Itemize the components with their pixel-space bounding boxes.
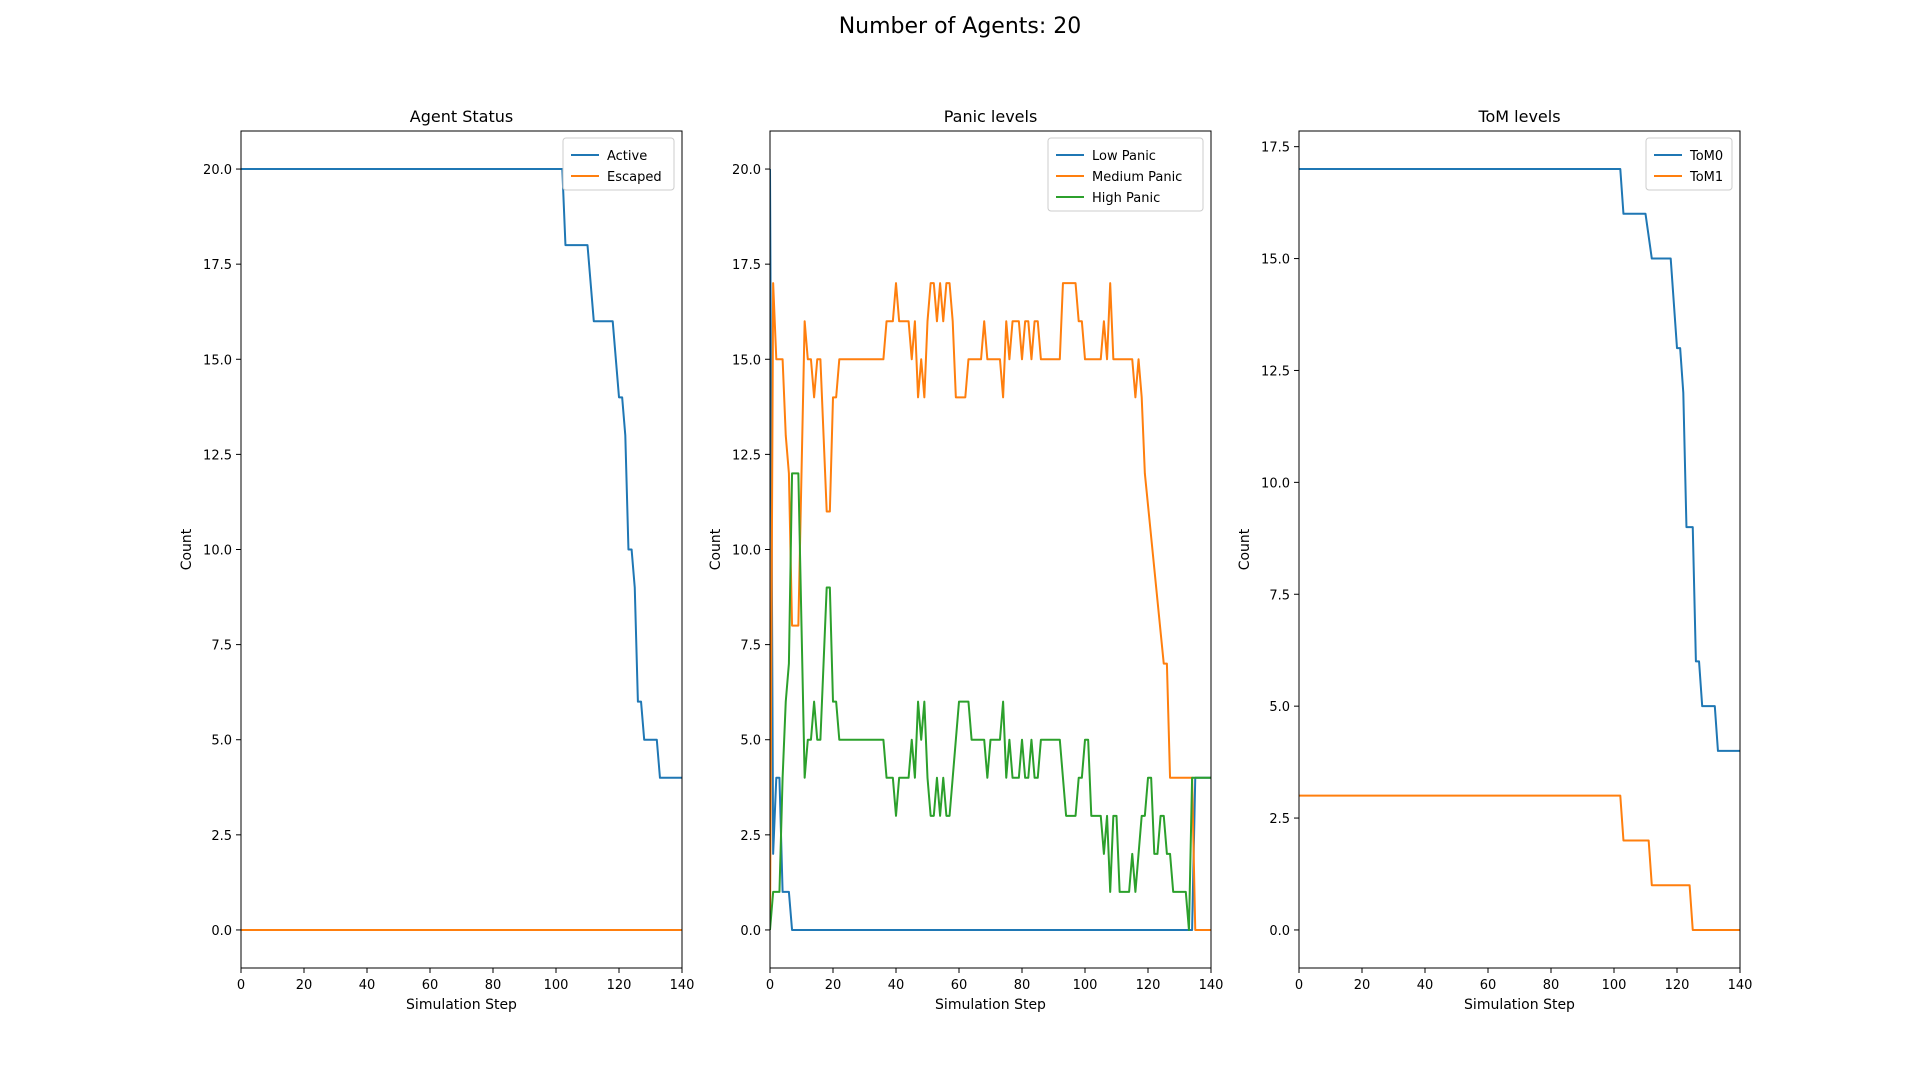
x-tick-label: 140 bbox=[1199, 978, 1224, 993]
legend-label: Medium Panic bbox=[1092, 170, 1182, 185]
y-tick-label: 15.0 bbox=[732, 353, 761, 368]
series-line-active bbox=[241, 168, 682, 779]
chart-title: Panic levels bbox=[944, 107, 1038, 126]
chart-panel-3: ToM levels 0 20 40 60 80 100 120 140 0.0 2.5 5.0 7.5… bbox=[1237, 107, 1752, 1013]
y-tick-label: 5.0 bbox=[740, 734, 761, 749]
legend-label: High Panic bbox=[1092, 191, 1160, 206]
axes-frame bbox=[769, 130, 1212, 969]
x-tick-label: 120 bbox=[607, 978, 632, 993]
y-tick-label: 12.5 bbox=[732, 448, 761, 463]
chart-panel-2: Panic levels 0 20 40 60 80 100 120 140 0.0 2.5 5.0 7… bbox=[708, 107, 1223, 1013]
legend-box bbox=[1047, 137, 1204, 212]
y-tick-label: 20.0 bbox=[732, 163, 761, 178]
x-axis-label: Simulation Step bbox=[935, 997, 1046, 1013]
y-axis-label: Count bbox=[179, 528, 195, 570]
x-tick-label: 140 bbox=[670, 978, 695, 993]
y-tick-label: 7.5 bbox=[211, 639, 232, 654]
x-tick-label: 40 bbox=[359, 978, 376, 993]
x-tick-label: 20 bbox=[825, 978, 842, 993]
y-tick-label: 20.0 bbox=[203, 163, 232, 178]
y-tick-label: 7.5 bbox=[1269, 588, 1290, 603]
y-axis-label: Count bbox=[1237, 528, 1253, 570]
x-tick-label: 20 bbox=[296, 978, 313, 993]
figure-title: Number of Agents: 20 bbox=[838, 14, 1082, 39]
x-tick-label: 60 bbox=[951, 978, 968, 993]
axes-frame bbox=[1298, 130, 1741, 969]
legend: Low Panic Medium Panic High Panic bbox=[1047, 137, 1204, 212]
y-tick-label: 12.5 bbox=[1261, 364, 1290, 379]
y-tick-label: 12.5 bbox=[203, 448, 232, 463]
chart-panel-1: Agent Status 0 20 40 60 80 100 120 140 0.0 2.5 5.0 7… bbox=[179, 107, 694, 1013]
chart-title: ToM levels bbox=[1477, 107, 1560, 126]
x-tick-label: 120 bbox=[1136, 978, 1161, 993]
x-tick-label: 80 bbox=[485, 978, 502, 993]
y-tick-label: 0.0 bbox=[1269, 924, 1290, 939]
y-tick-label: 2.5 bbox=[1269, 812, 1290, 827]
legend-label: ToM0 bbox=[1689, 149, 1723, 164]
y-tick-label: 10.0 bbox=[732, 544, 761, 559]
legend-label: ToM1 bbox=[1689, 170, 1723, 185]
series-line-tom1 bbox=[1299, 794, 1740, 931]
y-tick-label: 10.0 bbox=[1261, 476, 1290, 491]
x-tick-label: 0 bbox=[766, 978, 774, 993]
x-tick-label: 60 bbox=[422, 978, 439, 993]
axes-frame bbox=[240, 130, 683, 969]
legend-label: Low Panic bbox=[1092, 149, 1156, 164]
legend: Active Escaped bbox=[562, 137, 675, 191]
x-tick-label: 0 bbox=[237, 978, 245, 993]
legend: ToM0 ToM1 bbox=[1645, 137, 1733, 191]
x-tick-label: 100 bbox=[1073, 978, 1098, 993]
x-tick-label: 100 bbox=[544, 978, 569, 993]
x-tick-label: 40 bbox=[1417, 978, 1434, 993]
y-tick-label: 7.5 bbox=[740, 639, 761, 654]
y-tick-label: 17.5 bbox=[732, 258, 761, 273]
legend-label: Escaped bbox=[607, 170, 662, 185]
x-tick-label: 100 bbox=[1602, 978, 1627, 993]
y-tick-label: 2.5 bbox=[740, 829, 761, 844]
y-tick-label: 15.0 bbox=[203, 353, 232, 368]
chart-title: Agent Status bbox=[410, 107, 513, 126]
x-axis-label: Simulation Step bbox=[1464, 997, 1575, 1013]
x-tick-label: 80 bbox=[1543, 978, 1560, 993]
series-line-medium-panic bbox=[770, 282, 1211, 931]
x-axis-label: Simulation Step bbox=[406, 997, 517, 1013]
series-line-high-panic bbox=[770, 472, 1211, 931]
legend-label: Active bbox=[607, 149, 647, 164]
y-tick-label: 0.0 bbox=[211, 924, 232, 939]
x-tick-label: 20 bbox=[1354, 978, 1371, 993]
y-tick-label: 0.0 bbox=[740, 924, 761, 939]
y-tick-label: 15.0 bbox=[1261, 253, 1290, 268]
x-tick-label: 120 bbox=[1665, 978, 1690, 993]
y-tick-label: 17.5 bbox=[203, 258, 232, 273]
y-axis-label: Count bbox=[708, 528, 724, 570]
y-tick-label: 2.5 bbox=[211, 829, 232, 844]
x-tick-label: 60 bbox=[1480, 978, 1497, 993]
x-tick-label: 80 bbox=[1014, 978, 1031, 993]
x-tick-label: 0 bbox=[1295, 978, 1303, 993]
x-tick-label: 40 bbox=[888, 978, 905, 993]
y-tick-label: 10.0 bbox=[203, 544, 232, 559]
y-tick-label: 5.0 bbox=[1269, 700, 1290, 715]
series-line-tom0 bbox=[1299, 168, 1740, 752]
y-tick-label: 17.5 bbox=[1261, 141, 1290, 156]
y-tick-label: 5.0 bbox=[211, 734, 232, 749]
x-tick-label: 140 bbox=[1728, 978, 1753, 993]
